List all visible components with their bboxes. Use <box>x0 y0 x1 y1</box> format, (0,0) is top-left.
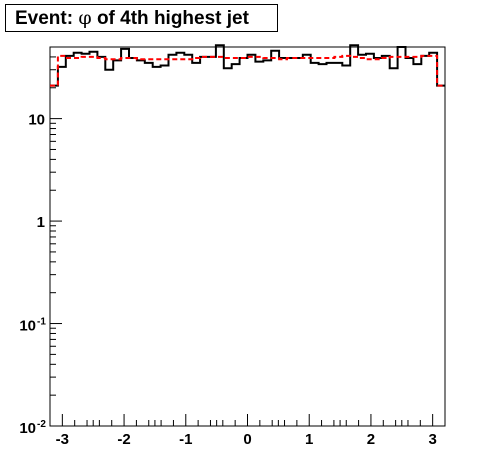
y-tick-label: 10 -2 <box>19 419 46 437</box>
x-tick-label: -2 <box>117 431 130 448</box>
plot-frame <box>49 46 446 427</box>
y-tick-label-exponent: -1 <box>37 317 46 328</box>
y-tick-label-text: 10 <box>28 112 45 129</box>
x-tick-label: 1 <box>305 431 313 448</box>
reference-series-line <box>50 54 445 87</box>
x-axis: -3 -2 -1 0 1 2 3 <box>49 414 446 448</box>
y-tick-label-base: 10 <box>19 318 36 335</box>
title-phi-symbol: φ <box>78 7 92 29</box>
x-tick-label: 0 <box>243 431 251 448</box>
series-layer <box>50 44 445 87</box>
title-suffix: of 4th highest jet <box>91 8 249 29</box>
y-tick-label-text: 1 <box>37 214 45 231</box>
chart-title: Event: φ of 4th highest jet <box>5 4 278 32</box>
y-tick-label: 10 <box>28 112 45 129</box>
y-tick-label: 1 <box>37 214 45 231</box>
y-tick-label-base: 10 <box>19 420 36 437</box>
y-tick-label: 10 -1 <box>19 317 46 335</box>
title-prefix: Event: <box>15 8 79 29</box>
y-tick-label-exponent: -2 <box>37 419 46 430</box>
x-tick-label: 2 <box>367 431 375 448</box>
data-series-line <box>50 44 445 87</box>
x-tick-label: -1 <box>179 431 192 448</box>
x-tick-label: -3 <box>56 431 69 448</box>
x-tick-label: 3 <box>428 431 436 448</box>
